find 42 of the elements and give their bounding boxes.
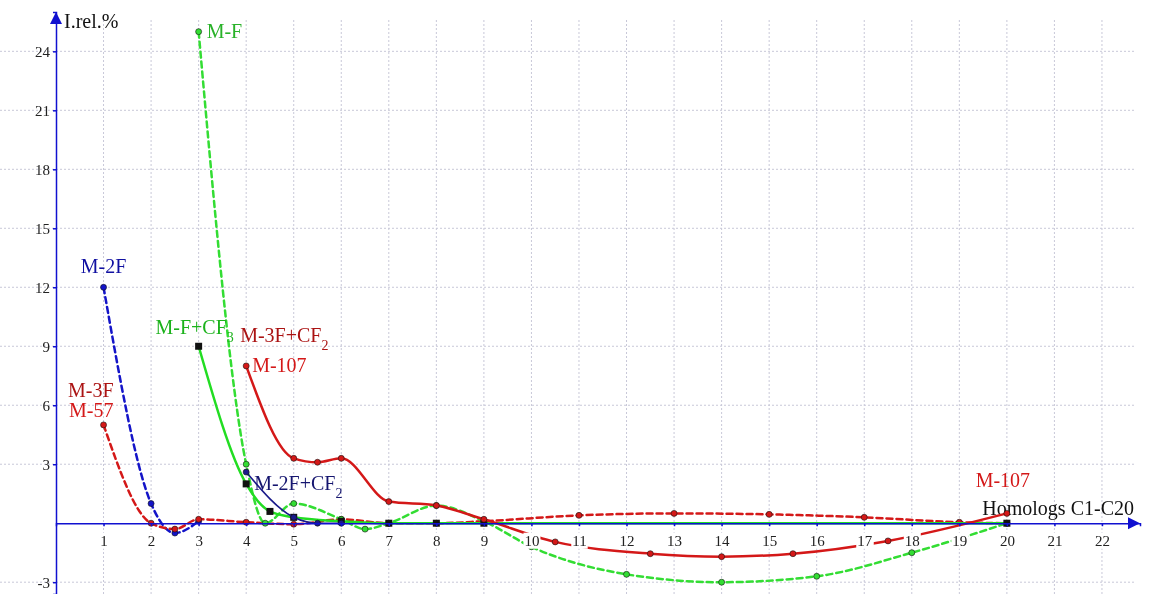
x-tick-label: 20: [999, 532, 1015, 549]
x-tick-label: 3: [195, 532, 203, 549]
x-tick-label: 15: [762, 532, 778, 549]
x-tick-label: 12: [619, 532, 635, 549]
x-tick-label: 5: [290, 532, 298, 549]
y-axis-title: I.rel.%: [64, 10, 119, 32]
series-label: M-F: [206, 19, 243, 42]
x-tick-label: 2: [147, 532, 156, 549]
y-tick-label: 15: [35, 220, 50, 237]
y-tick-label: 3: [42, 456, 50, 473]
y-tick-label: 9: [42, 338, 50, 355]
x-tick-label: 10: [524, 532, 540, 549]
series-label: M-F+CF$_{3}$: [155, 316, 234, 345]
x-tick-label: 21: [1047, 532, 1063, 549]
x-tick-label: 7: [385, 532, 394, 549]
annotation: M-107: [975, 469, 1031, 492]
x-tick-label: 17: [857, 532, 873, 549]
x-tick-label: 4: [242, 532, 251, 549]
annotation: M-107: [252, 353, 307, 376]
series-label: M-2F: [80, 255, 127, 278]
x-tick-label: 1: [100, 532, 108, 549]
x-axis-title: Homologs C1-C20: [982, 497, 1134, 521]
x-tick-label: 6: [338, 532, 347, 549]
x-tick-label: 9: [480, 532, 489, 549]
y-tick-label: 24: [35, 43, 51, 60]
x-tick-label: 14: [714, 532, 731, 549]
x-tick-label: 19: [952, 532, 968, 549]
x-tick-label: 13: [667, 532, 683, 549]
x-tick-label: 8: [433, 532, 441, 549]
y-tick-label: 21: [35, 102, 50, 119]
x-tick-label: 18: [904, 532, 920, 549]
x-tick-label: 16: [809, 532, 826, 549]
y-tick-label: 6: [42, 397, 51, 414]
y-tick-label: 18: [35, 161, 50, 178]
x-tick-label: 11: [572, 532, 587, 549]
y-tick-label: 12: [35, 279, 50, 296]
series-label: M-2F+CF$_{2}$: [254, 472, 343, 501]
series-label: M-3F: [67, 378, 114, 401]
series-label: M-3F+CF$_{2}$: [240, 323, 329, 353]
annotation: M-57: [69, 398, 114, 421]
x-tick-label: 22: [1094, 532, 1110, 549]
y-tick-label: -3: [37, 574, 50, 591]
